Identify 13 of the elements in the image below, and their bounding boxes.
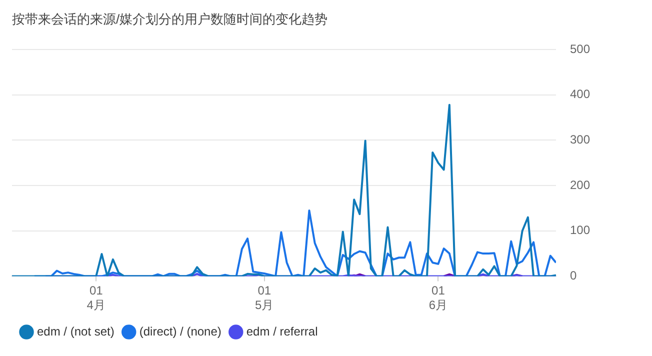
y-tick-label: 400 — [570, 87, 590, 102]
y-tick-label: 200 — [570, 178, 590, 192]
x-tick-label: 01 4月 — [86, 284, 106, 312]
chart-title: 按带来会话的来源/媒介划分的用户数随时间的变化趋势 — [12, 11, 328, 26]
y-tick-label: 100 — [570, 223, 590, 238]
x-tick-label: 01 5月 — [255, 284, 274, 312]
y-tick-label: 500 — [570, 42, 590, 56]
x-tick-label: 01 6月 — [428, 284, 448, 312]
legend-label: edm / referral — [246, 324, 318, 338]
legend-label: edm / (not set) — [37, 324, 114, 338]
legend-label: (direct) / (none) — [139, 324, 222, 338]
y-tick-label: 0 — [570, 268, 577, 283]
y-tick-label: 300 — [570, 132, 590, 147]
